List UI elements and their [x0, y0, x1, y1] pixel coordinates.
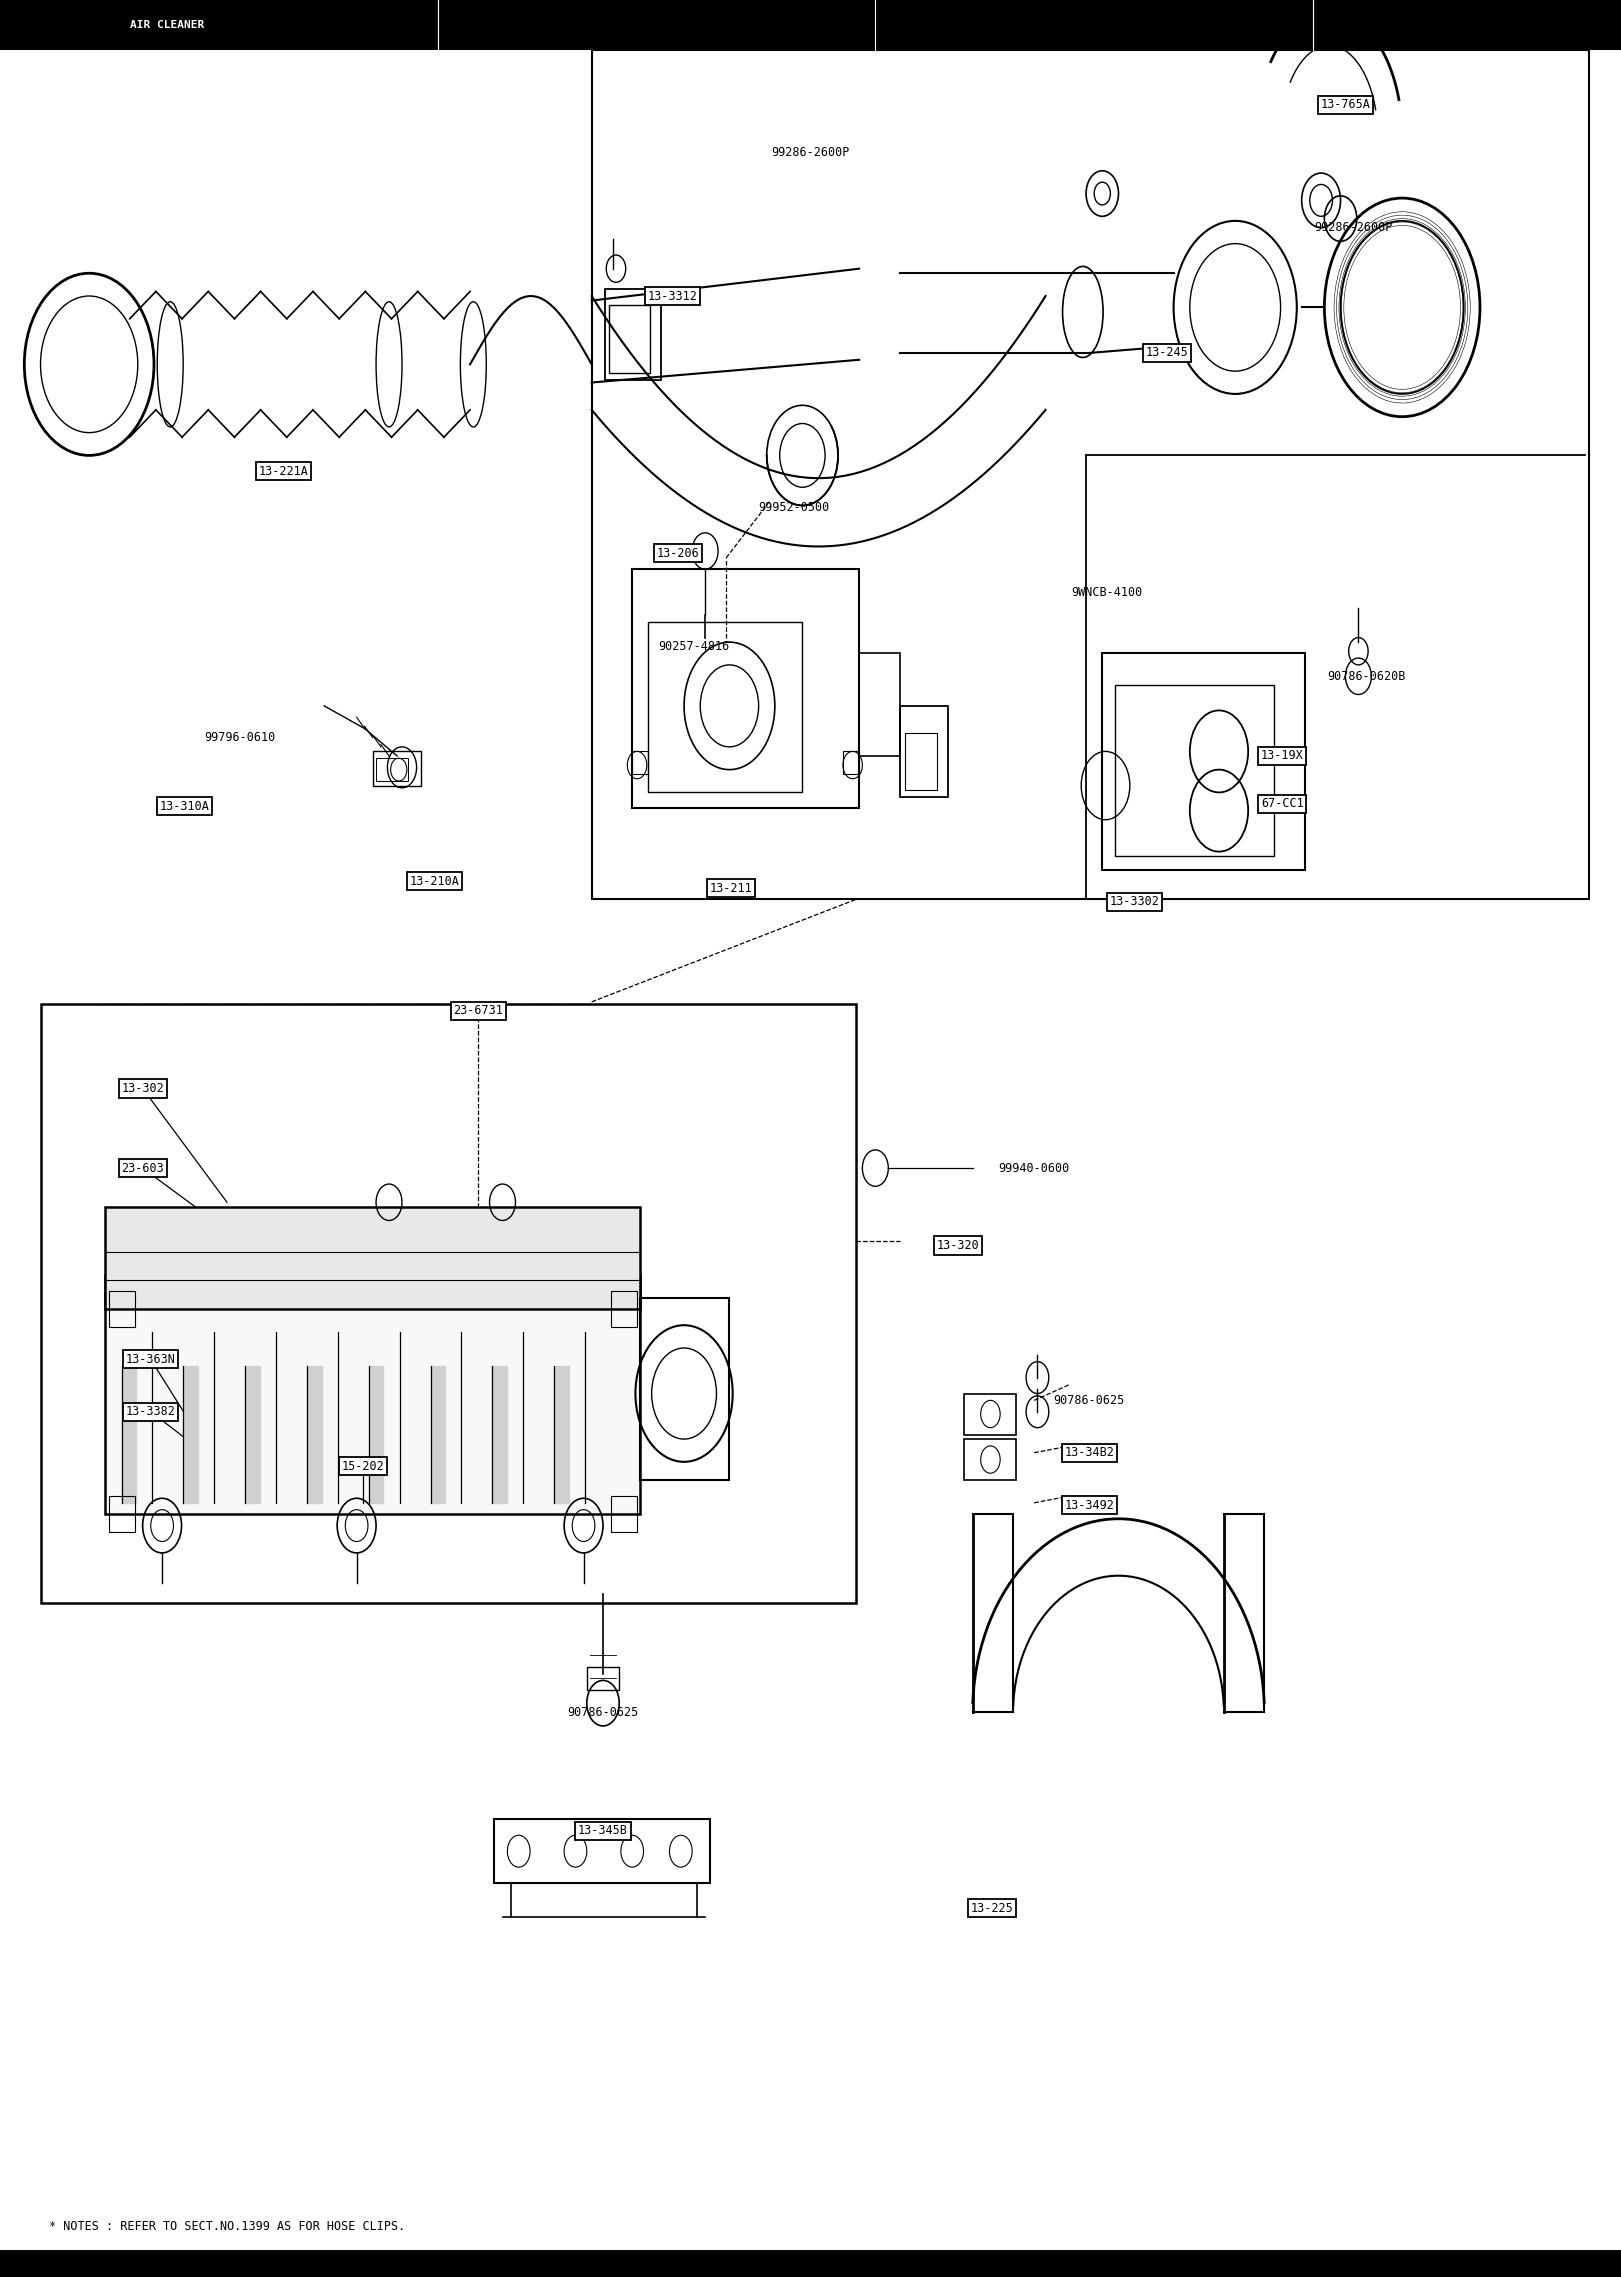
Text: 13-210A: 13-210A — [410, 874, 459, 888]
Text: 23-603: 23-603 — [122, 1161, 164, 1175]
FancyBboxPatch shape — [105, 1207, 640, 1309]
Text: 13-221A: 13-221A — [259, 465, 308, 478]
Text: 90786-0625: 90786-0625 — [567, 1705, 639, 1719]
Text: 13-302: 13-302 — [122, 1082, 164, 1095]
Text: 23-6731: 23-6731 — [454, 1004, 503, 1018]
Text: 13-310A: 13-310A — [160, 799, 209, 813]
Text: 99286-2600P: 99286-2600P — [772, 146, 849, 159]
Text: 99952-0500: 99952-0500 — [759, 501, 830, 515]
Text: 13-225: 13-225 — [971, 1901, 1013, 1915]
Text: 13-211: 13-211 — [710, 881, 752, 895]
Text: 99286-2600P: 99286-2600P — [1315, 221, 1392, 235]
Text: AIR CLEANER: AIR CLEANER — [130, 20, 204, 30]
Text: 13-3312: 13-3312 — [648, 289, 697, 303]
Polygon shape — [493, 1366, 507, 1503]
Text: 13-245: 13-245 — [1146, 346, 1188, 360]
FancyBboxPatch shape — [105, 1275, 640, 1514]
Text: 67-CC1: 67-CC1 — [1261, 797, 1303, 811]
Text: 13-206: 13-206 — [657, 546, 699, 560]
FancyBboxPatch shape — [0, 0, 1621, 50]
Polygon shape — [554, 1366, 569, 1503]
Polygon shape — [431, 1366, 446, 1503]
Text: 90786-0620B: 90786-0620B — [1328, 669, 1405, 683]
Text: 99796-0610: 99796-0610 — [204, 731, 276, 745]
Text: 13-19X: 13-19X — [1261, 749, 1303, 763]
Text: 13-320: 13-320 — [937, 1239, 979, 1252]
Text: 13-363N: 13-363N — [126, 1353, 175, 1366]
Polygon shape — [183, 1366, 198, 1503]
Polygon shape — [245, 1366, 259, 1503]
Text: 13-345B: 13-345B — [579, 1824, 627, 1838]
Text: 99940-0600: 99940-0600 — [999, 1161, 1070, 1175]
Text: 90257-4816: 90257-4816 — [658, 640, 729, 653]
Text: 13-34B2: 13-34B2 — [1065, 1446, 1114, 1460]
Text: 90786-0625: 90786-0625 — [1054, 1394, 1125, 1407]
Polygon shape — [368, 1366, 383, 1503]
Polygon shape — [306, 1366, 321, 1503]
Text: 15-202: 15-202 — [342, 1460, 384, 1473]
Text: 13-765A: 13-765A — [1321, 98, 1370, 112]
Text: 13-3382: 13-3382 — [126, 1405, 175, 1419]
Text: * NOTES : REFER TO SECT.NO.1399 AS FOR HOSE CLIPS.: * NOTES : REFER TO SECT.NO.1399 AS FOR H… — [49, 2220, 405, 2234]
Text: 9WNCB-4100: 9WNCB-4100 — [1071, 585, 1143, 599]
Polygon shape — [122, 1366, 136, 1503]
Text: 13-3492: 13-3492 — [1065, 1498, 1114, 1512]
FancyBboxPatch shape — [0, 2250, 1621, 2277]
Text: 13-3302: 13-3302 — [1110, 895, 1159, 909]
